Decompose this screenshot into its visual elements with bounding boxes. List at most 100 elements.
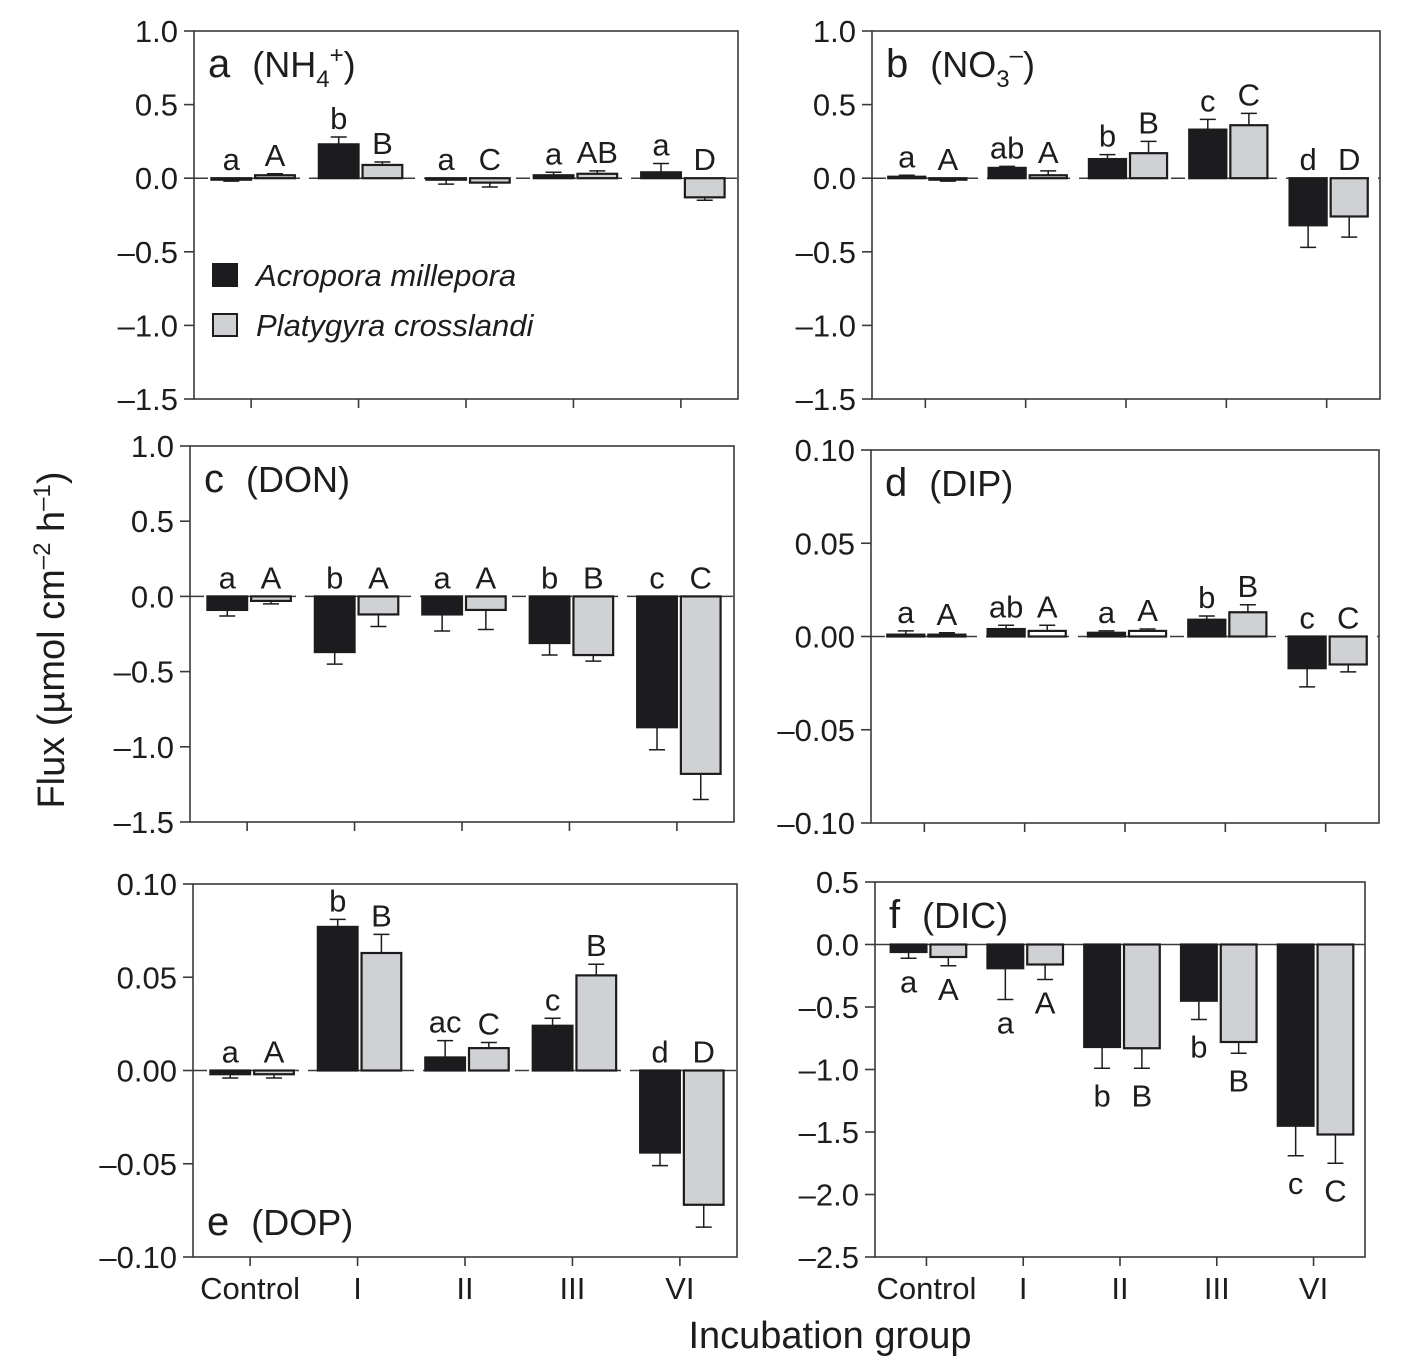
panel-title-text: (DIP) (929, 463, 1013, 504)
panel-letter: c (204, 457, 224, 501)
bar-acropora-0 (886, 633, 926, 638)
significance-label: a (898, 139, 916, 174)
significance-label: A (265, 138, 286, 173)
bar-acropora-3 (1187, 618, 1227, 638)
bar-platygyra-2 (468, 177, 511, 184)
significance-label: b (330, 101, 347, 136)
y-tick-label: –1.0 (114, 730, 174, 765)
significance-label: b (1093, 1078, 1110, 1113)
significance-label: c (649, 560, 665, 595)
significance-label: A (1037, 589, 1058, 624)
y-axis-title-sup1: –2 (29, 543, 56, 570)
bar-platygyra-2 (1127, 629, 1168, 638)
significance-label: ab (989, 589, 1023, 624)
significance-label: A (938, 142, 959, 177)
significance-label: A (476, 560, 497, 595)
significance-label: B (1132, 1078, 1153, 1113)
significance-label: c (1200, 83, 1216, 118)
plot-frame (193, 30, 739, 400)
legend-label: Platygyra crosslandi (256, 308, 535, 343)
significance-label: AB (577, 135, 618, 170)
bar-platygyra-3 (576, 172, 619, 180)
bar-acropora-2 (421, 595, 464, 616)
bar-acropora-2 (424, 1056, 467, 1072)
legend-label: Acropora millepora (254, 258, 516, 293)
bar-platygyra-4 (683, 177, 726, 199)
y-tick-label: –0.05 (99, 1147, 177, 1182)
y-tick-label: –1.0 (118, 308, 178, 343)
significance-label: C (479, 142, 501, 177)
significance-label: b (326, 560, 343, 595)
significance-label: b (1099, 119, 1116, 154)
bar-acropora-1 (316, 925, 359, 1072)
significance-label: A (264, 1035, 285, 1070)
panel-title: a (NH4+) (208, 42, 356, 93)
bar-platygyra-3 (575, 974, 618, 1072)
y-tick-label: –0.10 (777, 806, 855, 841)
significance-label: a (222, 1035, 240, 1070)
y-axis-title-mid: h (31, 511, 73, 543)
panel-title-text: (DON) (246, 459, 350, 500)
significance-label: b (329, 883, 346, 918)
bar-platygyra-0 (929, 943, 968, 959)
panel-title: d (DIP) (885, 461, 1013, 505)
y-axis-title-end: ) (31, 471, 73, 484)
y-tick-label: 1.0 (813, 14, 856, 49)
bar-acropora-3 (1179, 943, 1218, 1002)
x-tick-label: VI (665, 1271, 694, 1306)
y-tick-label: 0.00 (795, 620, 855, 655)
significance-label: a (897, 595, 915, 630)
x-tick-label: Control (200, 1271, 300, 1306)
legend: Acropora millepora Platygyra crosslandi (212, 258, 535, 343)
panel-letter: e (207, 1200, 229, 1244)
y-tick-label: –2.5 (799, 1240, 859, 1275)
significance-label: A (368, 560, 389, 595)
y-tick-label: 0.5 (813, 88, 856, 123)
bar-acropora-4 (639, 1069, 681, 1154)
y-tick-label: 0.0 (813, 161, 856, 196)
y-tick-label: –0.5 (799, 990, 859, 1025)
significance-label: A (1137, 593, 1158, 628)
bar-platygyra-2 (1122, 943, 1161, 1050)
significance-label: a (219, 560, 237, 595)
bar-acropora-0 (209, 1069, 252, 1076)
panel-title-close: ) (344, 44, 356, 85)
significance-label: C (1324, 1173, 1346, 1208)
x-tick-label: I (1019, 1271, 1028, 1306)
significance-label: b (541, 560, 558, 595)
panel-letter: a (208, 42, 231, 86)
bar-platygyra-1 (1028, 174, 1068, 180)
y-tick-label: 0.0 (135, 161, 178, 196)
significance-label: a (997, 1006, 1015, 1041)
legend-swatch-platygyra (212, 313, 238, 337)
y-tick-label: 1.0 (131, 429, 174, 464)
y-tick-label: 0.00 (117, 1054, 177, 1089)
y-tick-label: 0.5 (135, 88, 178, 123)
significance-label: A (937, 597, 958, 632)
significance-label: c (1299, 601, 1315, 636)
bar-acropora-4 (636, 595, 678, 729)
panel-title: c (DON) (204, 457, 350, 501)
panel-title: f (DIC) (889, 893, 1008, 937)
bar-platygyra-3 (1228, 611, 1268, 638)
legend-swatch-acropora (212, 263, 238, 287)
bar-platygyra-2 (1128, 152, 1169, 180)
bar-platygyra-2 (467, 1047, 510, 1072)
bar-platygyra-4 (1329, 177, 1369, 218)
significance-label: C (1238, 77, 1260, 112)
bar-platygyra-3 (1219, 943, 1258, 1044)
significance-label: a (438, 142, 456, 177)
x-tick-label: II (456, 1271, 473, 1306)
bar-acropora-2 (1083, 943, 1122, 1049)
significance-label: C (690, 560, 712, 595)
significance-label: A (938, 972, 959, 1007)
bar-platygyra-0 (254, 174, 296, 180)
significance-label: B (583, 560, 604, 595)
bar-platygyra-0 (928, 177, 968, 181)
significance-label: A (1035, 986, 1056, 1021)
significance-label: C (1337, 601, 1359, 636)
bar-acropora-3 (531, 1024, 574, 1072)
significance-label: a (223, 142, 241, 177)
x-tick-label: Control (876, 1271, 976, 1306)
